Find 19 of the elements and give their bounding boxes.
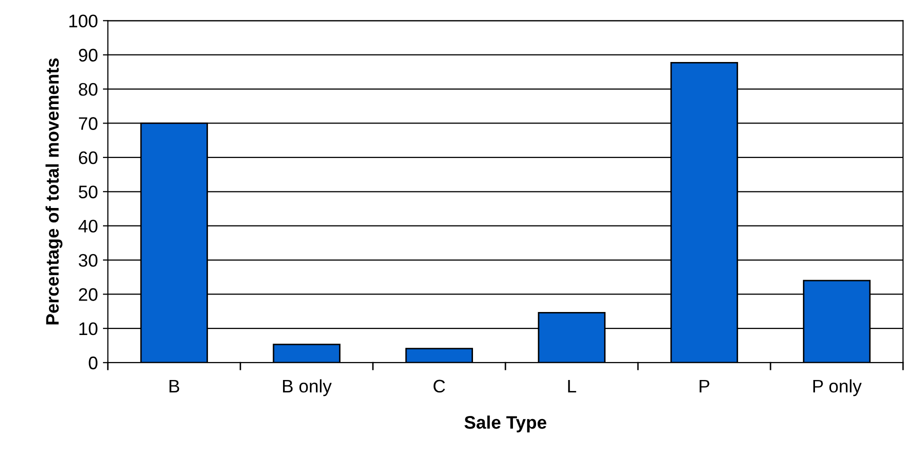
y-tick-label: 60 xyxy=(78,151,98,164)
x-tick-label: C xyxy=(434,380,446,393)
x-tick-label: P only xyxy=(813,379,862,396)
x-tick-label: L xyxy=(568,380,576,392)
x-axis-title: Sale Type xyxy=(464,416,546,432)
y-tick-label: 0 xyxy=(88,356,98,370)
y-tick-label: 100 xyxy=(69,14,98,28)
y-tick-label: 80 xyxy=(78,82,98,96)
x-tick-label: B only xyxy=(283,379,332,396)
y-tick-label: 50 xyxy=(78,186,98,198)
y-tick-label: 30 xyxy=(78,254,98,267)
y-tick-label: 90 xyxy=(78,48,98,62)
y-tick-label: 40 xyxy=(78,220,98,233)
x-tick-label: P xyxy=(700,380,710,392)
y-tick-label: 20 xyxy=(78,288,98,301)
y-tick-label: 70 xyxy=(78,117,98,130)
y-tick-label: 10 xyxy=(79,322,98,336)
x-tick-label: B xyxy=(170,380,180,392)
y-axis-title: Percentage of total movements xyxy=(46,58,62,324)
